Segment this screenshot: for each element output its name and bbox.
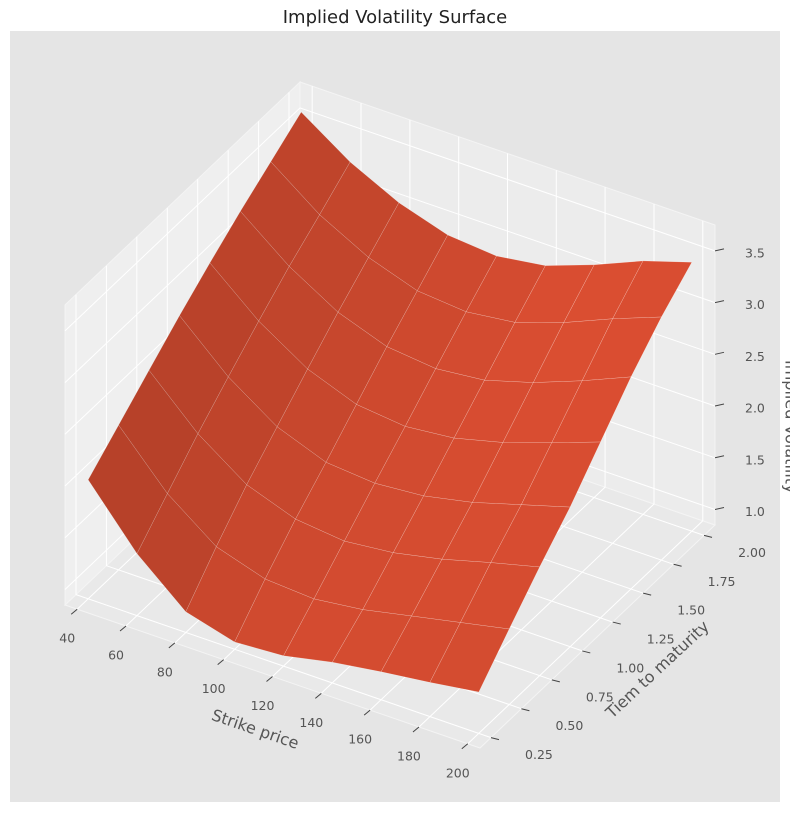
x-tick-label: 40	[59, 631, 75, 646]
z-tick	[714, 351, 725, 355]
x-tick-label: 100	[202, 681, 226, 696]
x-tick-label: 160	[348, 732, 372, 747]
y-tick	[521, 708, 530, 712]
grid-line	[467, 220, 704, 745]
x-tick	[119, 625, 127, 632]
z-tick-label: 2.5	[745, 349, 765, 364]
grid-line	[75, 294, 492, 739]
y-tick	[582, 650, 591, 654]
x-tick-label: 200	[446, 765, 470, 780]
y-tick-label: 2.00	[738, 545, 766, 560]
surface-patch	[429, 622, 510, 693]
surface	[87, 111, 693, 693]
x-tick	[266, 676, 273, 682]
x-tick	[412, 726, 420, 733]
z-tick-label: 3.5	[745, 245, 765, 260]
y-tick-label: 1.50	[677, 603, 705, 618]
z-tick	[714, 455, 725, 459]
x-tick	[217, 659, 224, 666]
y-tick-label: 0.50	[555, 718, 583, 733]
y-tick	[703, 534, 713, 538]
z-tick	[714, 506, 725, 510]
z-tick	[714, 403, 725, 407]
x-tick-label: 60	[108, 648, 124, 663]
z-axis-label: Implied Volatility	[782, 360, 790, 494]
y-tick	[551, 679, 560, 683]
y-tick	[643, 592, 652, 596]
z-tick-label: 2.0	[745, 401, 765, 416]
y-tick	[673, 563, 682, 567]
grid-line	[64, 107, 716, 332]
x-tick	[70, 608, 78, 615]
y-tick-label: 0.75	[586, 689, 614, 704]
y-tick	[490, 737, 500, 741]
z-tick-label: 1.0	[745, 504, 765, 519]
z-tick-label: 1.5	[745, 452, 765, 467]
x-tick	[363, 709, 371, 716]
x-tick	[461, 743, 469, 750]
chart-title: Implied Volatility Surface	[283, 7, 508, 28]
y-tick-label: 0.25	[525, 747, 553, 762]
x-tick-label: 140	[299, 715, 323, 730]
y-tick	[612, 621, 621, 625]
z-tick	[714, 248, 725, 252]
x-tick-label: 180	[397, 748, 421, 763]
x-tick-label: 120	[251, 698, 275, 713]
z-tick	[714, 300, 725, 304]
y-tick-label: 1.75	[708, 574, 736, 589]
x-tick	[315, 692, 322, 699]
x-tick	[168, 642, 176, 649]
z-tick-label: 3.0	[745, 297, 765, 312]
y-tick-label: 1.00	[616, 660, 644, 675]
x-tick-label: 80	[157, 664, 173, 679]
y-tick-label: 1.25	[647, 632, 675, 647]
